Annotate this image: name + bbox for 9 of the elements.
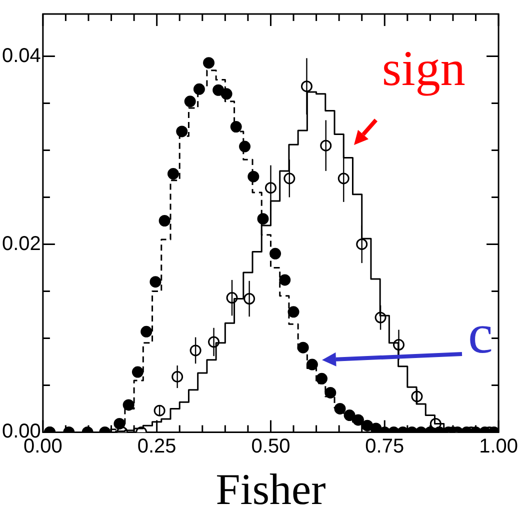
- y-tick-label: 0.04: [2, 44, 41, 67]
- annotation: c: [468, 304, 493, 366]
- annotation: sign: [382, 40, 466, 96]
- x-tick-label: 0.25: [137, 436, 176, 458]
- y-tick-label: 0.02: [2, 232, 41, 255]
- x-tick-label: 0.50: [251, 436, 290, 458]
- x-tick-label: 1.00: [479, 436, 518, 458]
- x-tick-label: 0.75: [365, 436, 404, 458]
- x-axis-title: Fisher: [216, 465, 326, 514]
